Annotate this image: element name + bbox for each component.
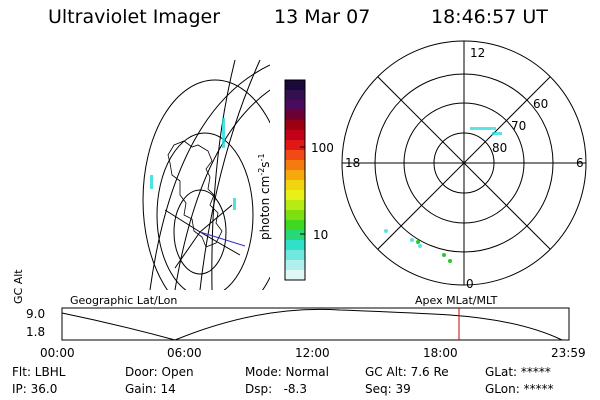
green-emission-spots [416,240,452,263]
status-glat: GLat: ***** [485,365,551,379]
status-door: Door: Open [125,365,194,379]
status-dsp: Dsp: -8.3 [245,382,308,396]
colorbar-tick-100: 100 [311,141,334,155]
meridian-line [174,231,201,269]
colorbar-swatch [285,200,305,211]
altitude-curve [61,308,563,341]
colorbar-swatch [285,150,305,161]
status-mode: Mode: Normal [245,365,329,379]
colorbar-swatch [285,140,305,151]
apex-caption: Apex MLat/MLT [415,294,498,307]
latitude-ring [173,189,227,275]
meridian-line [149,64,270,290]
x-tick-0600: 06:00 [167,346,202,360]
status-gain: Gain: 14 [125,382,176,396]
colorbar-swatch [285,120,305,131]
colorbar-swatch [285,90,305,101]
colorbar-swatch [285,100,305,111]
mlt-label-6: 6 [576,156,584,170]
x-tick-0000: 00:00 [40,346,75,360]
status-flt: Flt: LBHL [12,365,66,379]
instrument-title: Ultraviolet Imager [48,6,221,28]
lat-label-80: 80 [492,141,508,155]
meridian-line [164,209,201,233]
y-bottom-label: 1.8 [26,325,46,339]
x-tick-1800: 18:00 [423,346,458,360]
colorbar-swatch [285,250,305,261]
colorbar-swatch [285,220,305,231]
mlt-label-0: 0 [466,277,474,291]
coastline [167,140,223,248]
status-gcalt: GC Alt: 7.6 Re [365,365,449,379]
status-ip: IP: 36.0 [12,382,58,396]
lat-label-70: 70 [511,119,527,133]
latitude-ring [156,132,254,290]
colorbar-swatch [285,180,305,191]
colorbar-swatch [285,80,305,91]
colorbar-swatch [285,270,305,281]
sun-direction-line [199,231,246,247]
date-label: 13 Mar 07 [274,6,371,28]
x-tick-1200: 12:00 [295,346,330,360]
meridian-line [174,89,270,290]
colorbar-swatch [285,230,305,241]
mlt-label-12: 12 [470,46,486,60]
y-top-label: 9.0 [26,307,46,321]
geographic-caption: Geographic Lat/Lon [70,294,178,307]
meridian-line [211,59,236,290]
lat-label-60: 60 [533,97,549,111]
x-tick-2359: 23:59 [551,346,586,360]
colorbar-swatch [285,190,305,201]
colorbar-swatch [285,160,305,171]
latitude-ring [142,79,270,290]
mlt-label-18: 18 [345,156,361,170]
colorbar-swatch [285,130,305,141]
meridian-line [199,231,241,256]
mlt-spoke [377,76,551,250]
axis-title-gcalt: GC Alt [12,269,25,304]
auroral-oval-emission [384,127,502,248]
colorbar-tick-10: 10 [313,228,329,242]
aurora-emission [150,118,236,210]
meridian-line [199,59,261,290]
colorbar-swatch [285,260,305,271]
colorbar-swatch [285,210,305,221]
status-glon: GLon: ***** [485,382,554,396]
colorbar-swatch [285,110,305,121]
time-label: 18:46:57 UT [431,6,548,28]
colorbar-swatch [285,170,305,181]
status-seq: Seq: 39 [365,382,411,396]
meridian-line [199,204,233,233]
colorbar-swatch [285,240,305,251]
